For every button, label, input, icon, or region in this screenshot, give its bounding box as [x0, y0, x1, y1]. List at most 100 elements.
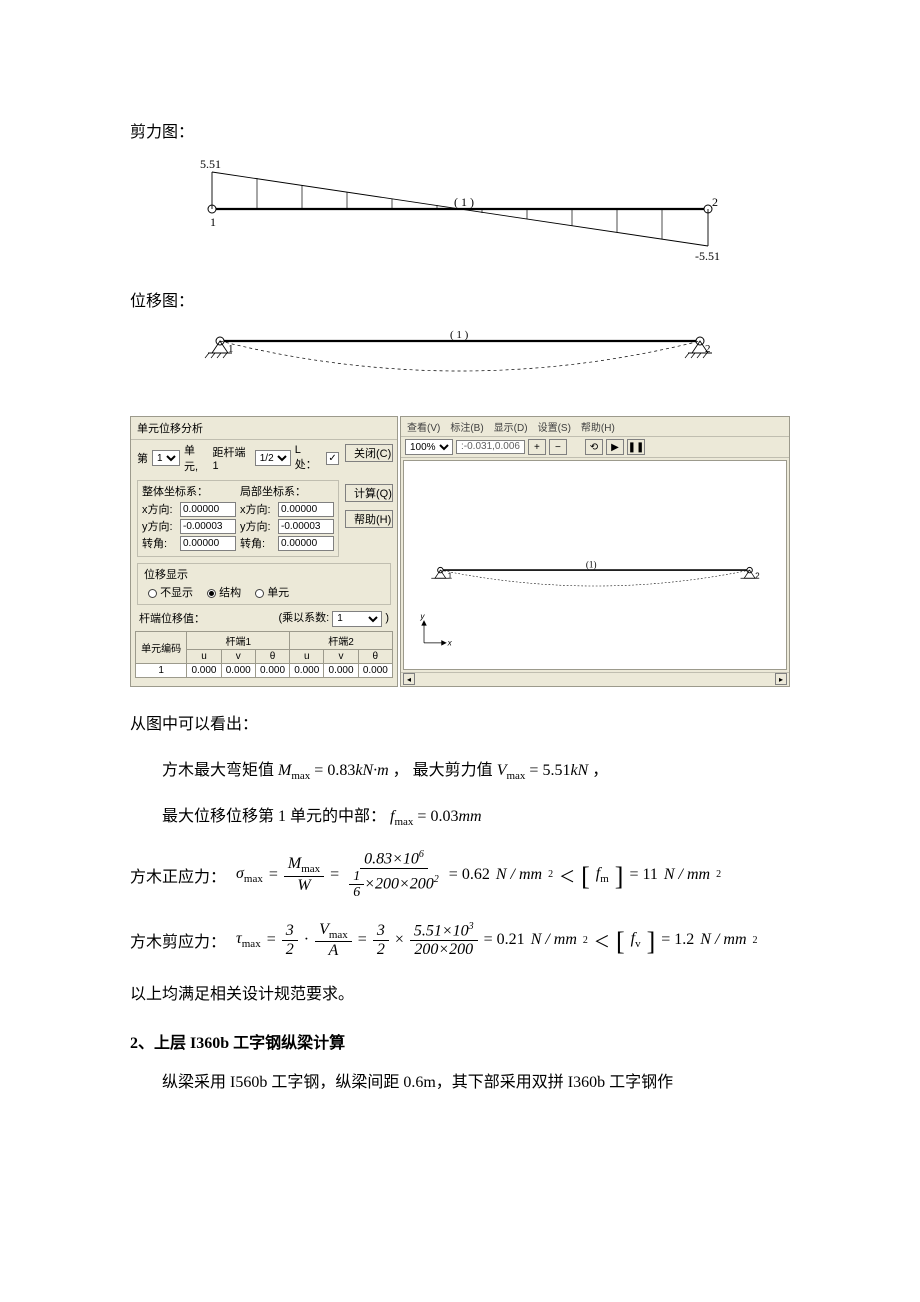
shear-bot-value: -5.51	[695, 249, 720, 263]
end-disp-row: 杆端位移值： (乘以系数: 1 )	[131, 607, 397, 629]
panel-title: 单元位移分析	[131, 417, 397, 440]
th-unit: 单元编码	[136, 631, 187, 663]
node-1-label: 1	[210, 215, 216, 229]
toolbar-btn-1[interactable]: +	[528, 439, 546, 455]
g-y-input[interactable]	[180, 519, 236, 534]
disp-diagram: 1 2 ( 1 )	[200, 323, 790, 398]
element-selector-row: 第 1 单元, 距杆端1 1/2 L处： ✓	[131, 440, 345, 476]
multiply-select[interactable]: 1	[332, 611, 382, 627]
local-head: 局部坐标系：	[240, 483, 334, 499]
label-unit: 单元,	[184, 442, 209, 474]
canvas-svg: (1) 1 2 y x	[404, 461, 786, 661]
radio-element[interactable]: 单元	[255, 584, 289, 600]
radio-structure[interactable]: 结构	[207, 584, 241, 600]
menu-display[interactable]: 显示(D)	[494, 419, 528, 434]
multiply-label: (乘以系数:	[278, 612, 329, 624]
disp-node-1-label: 1	[228, 343, 234, 355]
shear-top-value: 5.51	[200, 157, 221, 171]
axis-y-label: y	[419, 612, 425, 621]
multiply-close: )	[385, 612, 389, 624]
disp-node-2-label: 2	[705, 343, 711, 355]
last-para: 纵梁采用 I560b 工字钢，纵梁间距 0.6m，其下部采用双拼 I360b 工…	[130, 1067, 790, 1099]
th-v1: v	[221, 649, 255, 663]
toolbar-btn-4[interactable]: ▶	[606, 439, 624, 455]
canvas-n2-label: 2	[755, 571, 760, 580]
intro-line: 从图中可以看出：	[130, 709, 790, 741]
canvas-n1-label: 1	[448, 571, 453, 580]
disp-elem-label: ( 1 )	[450, 329, 469, 341]
analysis-panel: 单元位移分析 第 1 单元, 距杆端1 1/2 L处： ✓	[130, 416, 398, 687]
disp-line: 最大位移位移第 1 单元的中部： fmax = 0.03mm	[130, 801, 790, 833]
viewport-toolbar: 100% :-0.031,0.006 + − ⟲ ▶ ❚❚	[401, 436, 789, 458]
shear-heading: 剪力图：	[130, 118, 790, 142]
coord-block: 整体坐标系： x方向: y方向: 转角: 局部坐标系： x方向: y方向: 转角…	[137, 480, 339, 557]
l-y-input[interactable]	[278, 519, 334, 534]
deflection-curve	[220, 341, 700, 371]
moment-line: 方木最大弯矩值 Mmax = 0.83kN·m ， 最大剪力值 Vmax = 5…	[130, 755, 790, 787]
toolbar-btn-5[interactable]: ❚❚	[627, 439, 645, 455]
conclusion-line: 以上均满足相关设计规范要求。	[130, 979, 790, 1011]
g-r-input[interactable]	[180, 536, 236, 551]
l-x-input[interactable]	[278, 502, 334, 517]
zoom-select[interactable]: 100%	[405, 439, 453, 455]
menu-view[interactable]: 查看(V)	[407, 419, 440, 434]
label-dist: 距杆端1	[213, 444, 251, 472]
canvas-elem-label: (1)	[586, 559, 597, 569]
toolbar-btn-3[interactable]: ⟲	[585, 439, 603, 455]
heading-2: 2、上层 I360b 工字钢纵梁计算	[130, 1029, 790, 1053]
menu-annot[interactable]: 标注(B)	[450, 419, 483, 434]
menu-settings[interactable]: 设置(S)	[538, 419, 571, 434]
label-L: L处：	[295, 444, 323, 472]
end-disp-label: 杆端位移值：	[139, 610, 205, 626]
toolbar-btn-2[interactable]: −	[549, 439, 567, 455]
global-head: 整体坐标系：	[142, 483, 236, 499]
th-th1: θ	[255, 649, 289, 663]
l-r-input[interactable]	[278, 536, 334, 551]
axis-x-label: x	[447, 639, 453, 648]
display-mode-group: 位移显示 不显示 结构 单元	[137, 563, 391, 605]
node-2-label: 2	[712, 195, 718, 209]
th-end2: 杆端2	[290, 631, 393, 649]
scroll-right-icon[interactable]: ▸	[775, 673, 787, 685]
g-r-label: 转角:	[142, 535, 167, 551]
h-scrollbar[interactable]: ◂ ▸	[401, 672, 789, 686]
disp-svg: 1 2 ( 1 )	[200, 323, 720, 393]
l-x-label: x方向:	[240, 501, 271, 517]
L-checkbox[interactable]: ✓	[326, 452, 339, 465]
shear-diagram: 5.51 -5.51 1 2 ( 1 )	[200, 154, 790, 269]
th-end1: 杆端1	[187, 631, 290, 649]
end-disp-table: 单元编码 杆端1 杆端2 u v θ u v θ 1 0.000 0.000 0…	[135, 631, 393, 678]
viewport-panel: 查看(V) 标注(B) 显示(D) 设置(S) 帮助(H) 100% :-0.0…	[400, 416, 790, 687]
coord-readout: :-0.031,0.006	[456, 440, 525, 454]
th-v2: v	[324, 649, 358, 663]
app-screenshot: 单元位移分析 第 1 单元, 距杆端1 1/2 L处： ✓	[130, 416, 790, 687]
radio-none[interactable]: 不显示	[148, 584, 193, 600]
canvas-deflection	[440, 570, 749, 586]
unit-no-select[interactable]: 1	[152, 450, 180, 466]
close-button[interactable]: 关闭(C)	[345, 444, 393, 462]
viewport-canvas[interactable]: (1) 1 2 y x	[403, 460, 787, 670]
viewport-menu: 查看(V) 标注(B) 显示(D) 设置(S) 帮助(H)	[401, 417, 789, 436]
menu-help[interactable]: 帮助(H)	[581, 419, 615, 434]
element-1-label: ( 1 )	[454, 195, 474, 209]
disp-show-label: 位移显示	[138, 566, 390, 582]
g-x-label: x方向:	[142, 501, 173, 517]
l-y-label: y方向:	[240, 518, 271, 534]
calc-button[interactable]: 计算(Q)	[345, 484, 393, 502]
help-button[interactable]: 帮助(H)	[345, 510, 393, 528]
shear-svg: 5.51 -5.51 1 2 ( 1 )	[200, 154, 720, 264]
g-y-label: y方向:	[142, 518, 173, 534]
label-di: 第	[137, 450, 148, 466]
l-r-label: 转角:	[240, 535, 265, 551]
page: 剪力图： 5.51 -5.51 1 2 (	[0, 0, 920, 1173]
th-u1: u	[187, 649, 221, 663]
scroll-left-icon[interactable]: ◂	[403, 673, 415, 685]
disp-heading: 位移图：	[130, 287, 790, 311]
dist-select[interactable]: 1/2	[255, 450, 291, 466]
g-x-input[interactable]	[180, 502, 236, 517]
table-row: 1 0.000 0.000 0.000 0.000 0.000 0.000	[136, 663, 393, 677]
th-th2: θ	[358, 649, 392, 663]
sigma-equation: 方木正应力： σmax = Mmax W = 0.83×106 1 6 ×200…	[130, 849, 790, 901]
th-u2: u	[290, 649, 324, 663]
tau-equation: 方木剪应力： τmax = 32 · Vmax A = 32 × 5.51×10…	[130, 921, 790, 960]
